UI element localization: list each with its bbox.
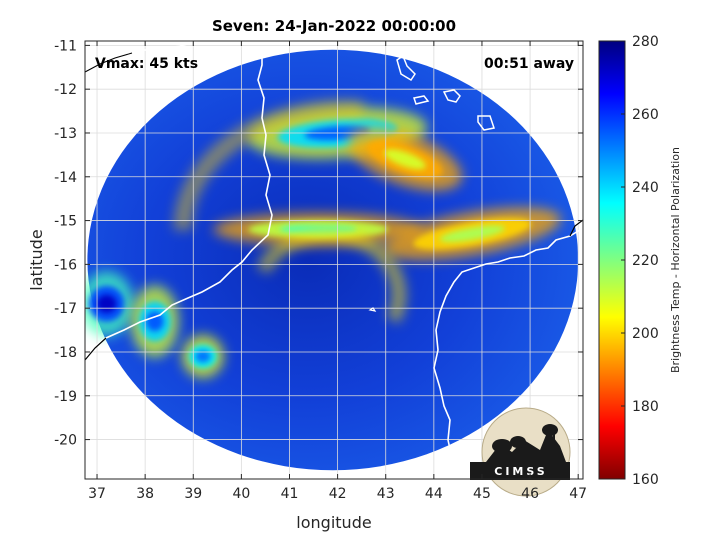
- colorbar-tick-label: 260: [632, 107, 659, 123]
- spiral-band: [256, 226, 407, 324]
- x-tick-label: 39: [184, 486, 202, 502]
- coastline-e-outside: [569, 219, 583, 237]
- plot-frame: [84, 40, 584, 480]
- logo-tower-leg-1: [546, 434, 548, 460]
- island-3: [442, 89, 461, 103]
- time-away-annotation: 00:51 away: [484, 56, 574, 72]
- y-tick-label: -15: [54, 214, 77, 230]
- y-tick-label: -18: [54, 345, 77, 361]
- outer-band: [173, 100, 364, 231]
- x-tick-label: 46: [521, 486, 539, 502]
- colorbar-ticks: 160 180 200 220 240 260 280: [621, 34, 659, 488]
- logo-tower-leg-2: [553, 434, 555, 460]
- y-tick-label: -14: [54, 170, 77, 186]
- island-2: [413, 95, 430, 105]
- y-tick-label: -16: [54, 257, 77, 273]
- island-4: [477, 115, 495, 131]
- colorbar-tick-label: 180: [632, 399, 659, 415]
- logo-dish-1: [492, 439, 512, 453]
- colorbar-tick-label: 200: [632, 326, 659, 342]
- x-tick-label: 38: [136, 486, 154, 502]
- coastline-north-outside: [85, 52, 133, 73]
- y-axis-label: latitude: [27, 229, 46, 290]
- x-tick-label: 44: [425, 486, 443, 502]
- x-tick-label: 47: [569, 486, 587, 502]
- feature-core: [145, 311, 164, 332]
- swath-image: [85, 49, 579, 471]
- feature-core: [439, 225, 505, 242]
- grid-lines: [85, 41, 583, 479]
- x-tick-label: 43: [377, 486, 395, 502]
- y-tick-label: -12: [54, 82, 77, 98]
- chart-title: Seven: 24-Jan-2022 00:00:00: [212, 17, 456, 35]
- logo-text: CIMSS: [494, 465, 547, 478]
- colorbar-tick-label: 160: [632, 472, 659, 488]
- x-axis: 37 38 39 40 41 42 43 44 45 46 47: [88, 41, 587, 502]
- feature-core: [96, 294, 117, 313]
- x-tick-label: 42: [329, 486, 347, 502]
- x-tick-label: 40: [232, 486, 250, 502]
- logo-dish-2: [510, 436, 526, 448]
- coastline-madagascar: [433, 227, 583, 479]
- x-tick-label: 45: [473, 486, 491, 502]
- coastline: [85, 41, 583, 479]
- logo-banner: [470, 462, 570, 480]
- feature-core: [195, 350, 211, 363]
- y-tick-label: -20: [54, 433, 77, 449]
- y-axis: -11 -12 -13 -14 -15 -16 -17 -18 -19 -20: [54, 38, 583, 449]
- island-5: [368, 307, 377, 312]
- y-tick-label: -17: [54, 301, 77, 317]
- colorbar-tick-label: 280: [632, 34, 659, 50]
- colorbar-label: Brightness Temp - Horizontal Polarizatio…: [669, 147, 682, 373]
- island-1: [396, 54, 416, 82]
- y-tick-label: -19: [54, 389, 77, 405]
- x-axis-label: longitude: [296, 513, 371, 532]
- vmax-annotation: Vmax: 45 kts: [95, 56, 198, 72]
- colorbar-tick-label: 220: [632, 253, 659, 269]
- x-tick-label: 41: [281, 486, 299, 502]
- x-tick-label: 37: [88, 486, 106, 502]
- y-tick-label: -13: [54, 126, 77, 142]
- cimss-logo: CIMSS: [470, 407, 571, 497]
- colorbar: [598, 40, 626, 480]
- colorbar-tick-label: 240: [632, 180, 659, 196]
- coastline-mozambique: [85, 46, 273, 356]
- coastline-sw-outside: [85, 337, 107, 361]
- feature-core: [384, 149, 426, 170]
- y-tick-label: -11: [54, 38, 77, 54]
- logo-tower-tank: [542, 424, 558, 436]
